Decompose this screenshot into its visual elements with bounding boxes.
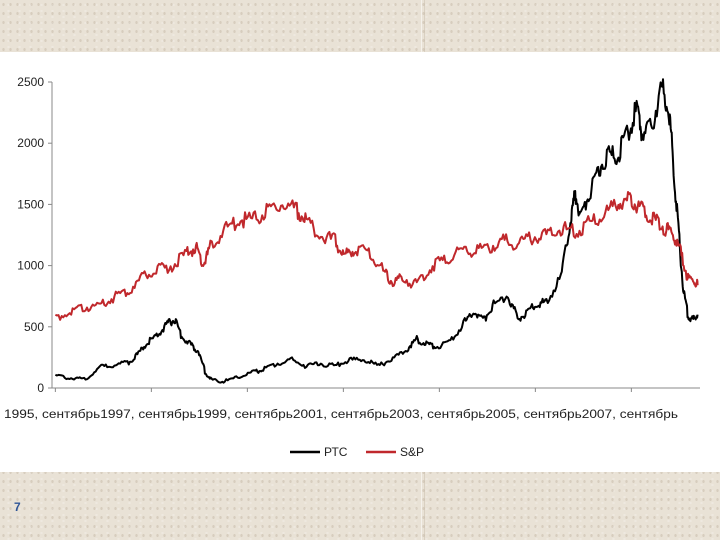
y-tick-labels: 0 500 1000 1500 2000 2500 bbox=[17, 75, 44, 395]
series-line-1 bbox=[54, 78, 699, 384]
x-tick-labels: 1995, сентябрь1997, сентябрь1999, сентяб… bbox=[4, 407, 678, 421]
series-layer bbox=[54, 78, 699, 384]
legend-label-2: S&P bbox=[400, 445, 424, 459]
series-line-2 bbox=[54, 191, 699, 321]
legend: РТС S&P bbox=[290, 445, 424, 459]
y-tick-label: 2500 bbox=[17, 75, 44, 89]
chart-panel: 0 500 1000 1500 2000 2500 1995, сентябрь1997,… bbox=[0, 52, 720, 472]
page-number: 7 bbox=[14, 500, 21, 514]
y-tick-label: 1500 bbox=[17, 197, 44, 211]
legend-label-1: РТС bbox=[324, 445, 348, 459]
y-tick-label: 0 bbox=[37, 381, 44, 395]
axes bbox=[48, 81, 700, 392]
x-tick-labels: 1995, сентябрь1997, сентябрь1999, сентяб… bbox=[4, 407, 678, 421]
y-tick-label: 2000 bbox=[17, 136, 44, 150]
y-tick-label: 1000 bbox=[17, 259, 44, 273]
y-tick-label: 500 bbox=[24, 320, 44, 334]
line-chart: 0 500 1000 1500 2000 2500 1995, сентябрь1997,… bbox=[4, 75, 700, 459]
